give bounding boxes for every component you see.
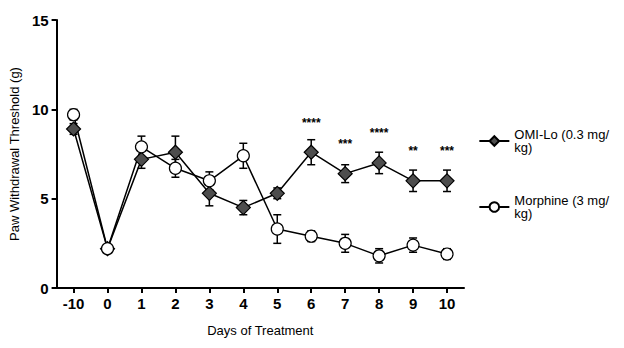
- svg-text:kg): kg): [514, 206, 532, 221]
- svg-text:Paw Withdrawal Threshold (g): Paw Withdrawal Threshold (g): [7, 67, 22, 241]
- svg-text:5: 5: [273, 295, 281, 312]
- svg-text:9: 9: [409, 295, 417, 312]
- svg-text:****: ****: [302, 116, 321, 130]
- svg-text:0: 0: [40, 280, 48, 297]
- svg-text:OMI-Lo (0.3 mg/: OMI-Lo (0.3 mg/: [514, 127, 609, 142]
- svg-text:5: 5: [40, 190, 48, 207]
- svg-text:2: 2: [171, 295, 179, 312]
- svg-text:Morphine (3 mg/: Morphine (3 mg/: [514, 193, 609, 208]
- svg-text:Days of Treatment: Days of Treatment: [207, 323, 314, 338]
- svg-text:kg): kg): [514, 140, 532, 155]
- svg-text:10: 10: [439, 295, 456, 312]
- svg-text:15: 15: [32, 12, 49, 29]
- svg-text:3: 3: [205, 295, 213, 312]
- svg-text:8: 8: [375, 295, 383, 312]
- svg-text:***: ***: [338, 137, 352, 151]
- svg-text:***: ***: [440, 144, 454, 158]
- svg-text:4: 4: [239, 295, 248, 312]
- svg-text:0: 0: [103, 295, 111, 312]
- svg-text:6: 6: [307, 295, 315, 312]
- svg-text:1: 1: [137, 295, 145, 312]
- svg-text:7: 7: [341, 295, 349, 312]
- svg-text:****: ****: [370, 126, 389, 140]
- svg-text:**: **: [408, 144, 418, 158]
- svg-text:10: 10: [32, 101, 49, 118]
- svg-text:-10: -10: [63, 295, 85, 312]
